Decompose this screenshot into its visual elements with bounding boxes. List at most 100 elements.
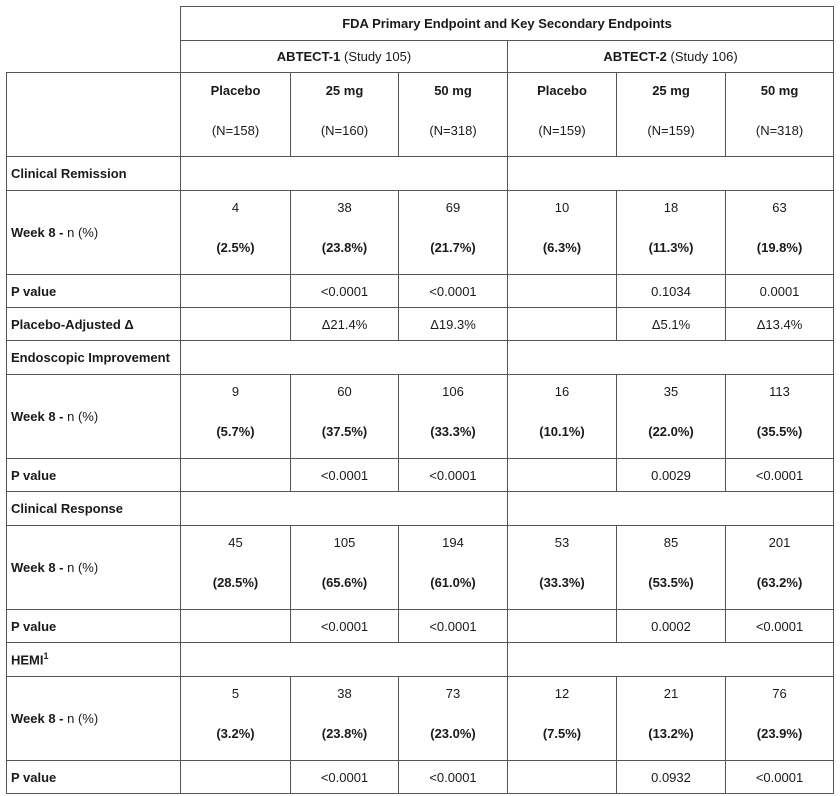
p-value-cell: <0.0001: [398, 458, 508, 492]
delta-row: Placebo-Adjusted Δ Δ21.4% Δ19.3% Δ5.1% Δ…: [6, 307, 835, 341]
value-cell: 12 (7.5%): [507, 676, 617, 761]
value-cell: 105 (65.6%): [290, 525, 399, 610]
p-value-cell: <0.0001: [398, 609, 508, 643]
value-cell: 38 (23.8%): [290, 190, 399, 275]
delta-cell: [180, 307, 291, 341]
title-row: FDA Primary Endpoint and Key Secondary E…: [6, 6, 835, 73]
section-title: Clinical Response: [6, 491, 181, 526]
section-row-endoscopic: Endoscopic Improvement: [6, 340, 835, 375]
arm-header: Placebo (N=159): [507, 72, 617, 157]
p-value-cell: [507, 760, 617, 794]
value-cell: 4 (2.5%): [180, 190, 291, 275]
delta-label: Placebo-Adjusted Δ: [6, 307, 181, 341]
p-value-cell: [180, 609, 291, 643]
value-cell: 35 (22.0%): [616, 374, 726, 459]
study-1-header: ABTECT-1 (Study 105): [180, 40, 508, 73]
footnote-marker: 1: [43, 651, 49, 662]
week8-row: Week 8 - n (%) 45 (28.5%) 105 (65.6%) 194(…: [6, 525, 835, 610]
p-value-cell: <0.0001: [290, 609, 399, 643]
table-title: FDA Primary Endpoint and Key Secondary E…: [179, 6, 835, 41]
section-row-response: Clinical Response: [6, 491, 835, 526]
value-cell: 69 (21.7%): [398, 190, 508, 275]
week8-row: Week 8 - n (%) 9 (5.7%) 60 (37.5%) 106 (33.…: [6, 374, 835, 459]
study-2-name: ABTECT-2: [603, 49, 667, 64]
value-cell: 9 (5.7%): [180, 374, 291, 459]
arm-row-label: [6, 72, 181, 157]
arm-header: 50 mg (N=318): [724, 72, 835, 157]
p-value-label: P value: [6, 274, 181, 308]
p-value-cell: 0.0932: [616, 760, 726, 794]
week8-label: Week 8 - n (%): [6, 374, 181, 459]
section-row-remission: Clinical Remission: [6, 156, 835, 191]
arm-header: 25 mg (N=160): [290, 72, 399, 157]
p-value-label: P value: [6, 609, 181, 643]
p-value-label: P value: [6, 760, 181, 794]
p-value-row: P value <0.0001 <0.0001 0.1034 0.0001: [6, 274, 835, 308]
value-cell: 106 (33.3%): [398, 374, 508, 459]
value-cell: 85 (53.5%): [616, 525, 726, 610]
section-title: Endoscopic Improvement: [6, 340, 181, 375]
p-value-row: P value <0.0001 <0.0001 0.0932 <0.0001: [6, 760, 835, 794]
p-value-cell: [180, 458, 291, 492]
p-value-cell: 0.0029: [616, 458, 726, 492]
p-value-row: P value <0.0001 <0.0001 0.0029 <0.0001: [6, 458, 835, 492]
value-cell: 16 (10.1%): [507, 374, 617, 459]
p-value-cell: [507, 609, 617, 643]
p-value-cell: <0.0001: [724, 760, 835, 794]
section-title: HEMI1: [6, 642, 181, 677]
week8-row: Week 8 - n (%) 5 (3.2%) 38 (23.8%) 73 (23.0…: [6, 676, 835, 761]
delta-cell: Δ13.4%: [724, 307, 835, 341]
p-value-cell: <0.0001: [398, 274, 508, 308]
p-value-cell: <0.0001: [724, 609, 835, 643]
p-value-row: P value <0.0001 <0.0001 0.0002 <0.0001: [6, 609, 835, 643]
value-cell: 201 (63.2%): [724, 525, 835, 610]
p-value-cell: <0.0001: [398, 760, 508, 794]
arm-row: Placebo (N=158) 25 mg (N=160) 50 mg (N=318)…: [6, 72, 835, 157]
study-row: ABTECT-1 (Study 105) ABTECT-2 (Study 106…: [7, 40, 835, 73]
value-cell: 18 (11.3%): [616, 190, 726, 275]
study-2-sub: (Study 106): [670, 49, 738, 64]
p-value-cell: [507, 274, 617, 308]
value-cell: 21 (13.2%): [616, 676, 726, 761]
p-value-cell: <0.0001: [290, 274, 399, 308]
week8-row: Week 8 - n (%) 4 (2.5%) 38 (23.8%) 69 (21.7…: [6, 190, 835, 275]
week8-label: Week 8 - n (%): [6, 190, 181, 275]
p-value-cell: 0.0002: [616, 609, 726, 643]
value-cell: 63 (19.8%): [724, 190, 835, 275]
delta-cell: Δ5.1%: [616, 307, 726, 341]
value-cell: 194 (61.0%): [398, 525, 508, 610]
delta-cell: [507, 307, 617, 341]
value-cell: 113 (35.5%): [724, 374, 835, 459]
delta-cell: Δ19.3%: [398, 307, 508, 341]
arm-header: 25 mg (N=159): [616, 72, 726, 157]
value-cell: 45 (28.5%): [180, 525, 291, 610]
section-title: Clinical Remission: [6, 156, 181, 191]
value-cell: 76 (23.9%): [724, 676, 835, 761]
p-value-label: P value: [6, 458, 181, 492]
p-value-cell: 0.0001: [724, 274, 835, 308]
section-row-hemi: HEMI1: [6, 642, 835, 677]
week8-label: Week 8 - n (%): [6, 525, 181, 610]
p-value-cell: 0.1034: [616, 274, 726, 308]
p-value-cell: <0.0001: [290, 760, 399, 794]
value-cell: 5 (3.2%): [180, 676, 291, 761]
endpoints-table: FDA Primary Endpoint and Key Secondary E…: [6, 6, 835, 794]
value-cell: 53 (33.3%): [507, 525, 617, 610]
study-2-header: ABTECT-2 (Study 106): [506, 40, 835, 73]
arm-header: Placebo (N=158): [180, 72, 291, 157]
delta-cell: Δ21.4%: [290, 307, 399, 341]
arm-header: 50 mg (N=318): [398, 72, 508, 157]
value-cell: 73 (23.0%): [398, 676, 508, 761]
week8-label: Week 8 - n (%): [6, 676, 181, 761]
p-value-cell: [180, 274, 291, 308]
value-cell: 60 (37.5%): [290, 374, 399, 459]
study-1-sub: (Study 105): [343, 49, 412, 64]
p-value-cell: <0.0001: [290, 458, 399, 492]
value-cell: 10 (6.3%): [507, 190, 617, 275]
corner-blank: [6, 6, 181, 73]
p-value-cell: [507, 458, 617, 492]
p-value-cell: <0.0001: [724, 458, 835, 492]
study-1-name: ABTECT-1: [276, 49, 341, 64]
p-value-cell: [180, 760, 291, 794]
value-cell: 38 (23.8%): [290, 676, 399, 761]
